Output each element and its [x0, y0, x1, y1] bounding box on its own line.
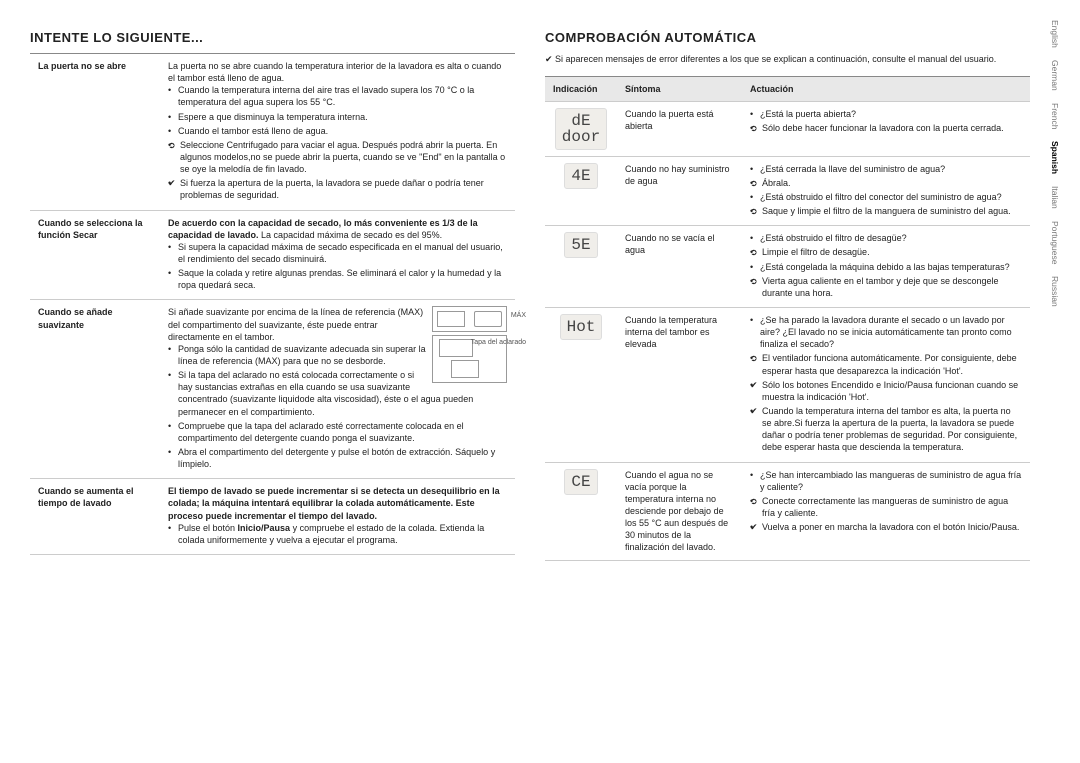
text-line: ¿Está obstruido el filtro del conector d… [750, 191, 1022, 203]
text-line: ¿Está la puerta abierta? [750, 108, 1022, 120]
col-symptom: Síntoma [617, 76, 742, 101]
text-line: ➲Limpie el filtro de desagüe. [750, 246, 1022, 258]
col-indication: Indicación [545, 76, 617, 101]
text-line: Si supera la capacidad máxima de secado … [168, 241, 507, 265]
error-action: ¿Se han intercambiado las mangueras de s… [742, 462, 1030, 560]
error-symptom: Cuando el agua no se vacía porque la tem… [617, 462, 742, 560]
error-indicator: Hot [545, 308, 617, 463]
lang-tab-spanish[interactable]: Spanish [1050, 141, 1060, 174]
col-action: Actuación [742, 76, 1030, 101]
lang-tab-portuguese[interactable]: Portuguese [1050, 221, 1060, 264]
text-line: Cuando el tambor está lleno de agua. [168, 125, 507, 137]
lang-tab-french[interactable]: French [1050, 103, 1060, 129]
text-line: •Saque la colada y retire algunas prenda… [168, 267, 507, 291]
error-symptom: Cuando la puerta está abierta [617, 101, 742, 156]
language-tabs: English German French Spanish Italian Portugu… [1050, 20, 1060, 319]
text-line: ¿Está cerrada la llave del suministro de… [750, 163, 1022, 175]
right-intro: Si aparecen mensajes de error diferentes… [545, 53, 1030, 66]
text-line: ¿Se han intercambiado las mangueras de s… [750, 469, 1022, 493]
text-line: ➲Saque y limpie el filtro de la manguera… [750, 205, 1022, 217]
lang-tab-italian[interactable]: Italian [1050, 186, 1060, 209]
text-line: Abra el compartimento del detergente y p… [168, 446, 507, 470]
right-column: COMPROBACIÓN AUTOMÁTICA Si aparecen mens… [545, 30, 1030, 561]
text-line: ➲Conecte correctamente las mangueras de … [750, 495, 1022, 519]
text-line: ➲Vierta agua caliente en el tambor y dej… [750, 275, 1022, 299]
error-symptom: Cuando la temperatura interna del tambor… [617, 308, 742, 463]
text-line: ➲Sólo debe hacer funcionar la lavadora c… [750, 122, 1022, 134]
left-column: INTENTE LO SIGUIENTE... La puerta no se … [30, 30, 515, 561]
error-indicator: 4E [545, 156, 617, 226]
error-action: ¿Está cerrada la llave del suministro de… [742, 156, 1030, 226]
error-indicator: 5E [545, 226, 617, 308]
text-line: ✔Cuando la temperatura interna del tambo… [750, 405, 1022, 454]
text-line: Ponga sólo la cantidad de suavizante ade… [168, 343, 507, 367]
error-action: ¿Se ha parado la lavadora durante el sec… [742, 308, 1030, 463]
troubleshoot-table: La puerta no se abreLa puerta no se abre… [30, 53, 515, 555]
text-line: ¿Se ha parado la lavadora durante el sec… [750, 314, 1022, 350]
right-heading: COMPROBACIÓN AUTOMÁTICA [545, 30, 1030, 45]
issue-label: Cuando se selecciona la función Secar [30, 210, 160, 300]
error-indicator: dE door [545, 101, 617, 156]
issue-body: La puerta no se abre cuando la temperatu… [160, 54, 515, 211]
text-line: ✔Vuelva a poner en marcha la lavadora co… [750, 521, 1022, 533]
text-line: ➲Ábrala. [750, 177, 1022, 189]
lang-tab-german[interactable]: German [1050, 60, 1060, 91]
error-symptom: Cuando no se vacía el agua [617, 226, 742, 308]
error-indicator: CE [545, 462, 617, 560]
text-line: •Espere a que disminuya la temperatura i… [168, 111, 507, 123]
text-line: •Si la tapa del aclarado no está colocad… [168, 369, 507, 418]
error-symptom: Cuando no hay suministro de agua [617, 156, 742, 226]
lang-tab-russian[interactable]: Russian [1050, 276, 1060, 307]
issue-body: De acuerdo con la capacidad de secado, l… [160, 210, 515, 300]
text-line: ➲Seleccione Centrifugado para vaciar el … [168, 139, 507, 175]
text-line: Pulse el botón Inicio/Pausa y compruebe … [168, 522, 507, 546]
text-line: ¿Está congelada la máquina debido a las … [750, 261, 1022, 273]
issue-label: Cuando se añade suavizante [30, 300, 160, 479]
lang-tab-english[interactable]: English [1050, 20, 1060, 48]
error-action: ¿Está la puerta abierta? ➲Sólo debe hacer… [742, 101, 1030, 156]
error-table: Indicación Síntoma Actuación dE doorCuan… [545, 76, 1030, 561]
error-action: ¿Está obstruido el filtro de desagüe? ➲Li… [742, 226, 1030, 308]
text-line: ✔Sólo los botones Encendido e Inicio/Pau… [750, 379, 1022, 403]
text-line: ¿Está obstruido el filtro de desagüe? [750, 232, 1022, 244]
issue-label: La puerta no se abre [30, 54, 160, 211]
text-line: Compruebe que la tapa del aclarado esté … [168, 420, 507, 444]
issue-body: El tiempo de lavado se puede incrementar… [160, 479, 515, 555]
issue-body: MÁXTapa del aclaradoSi añade suavizante … [160, 300, 515, 479]
text-line: ✔Si fuerza la apertura de la puerta, la … [168, 177, 507, 201]
issue-label: Cuando se aumenta el tiempo de lavado [30, 479, 160, 555]
text-line: ➲El ventilador funciona automáticamente.… [750, 352, 1022, 376]
left-heading: INTENTE LO SIGUIENTE... [30, 30, 515, 45]
text-line: Cuando la temperatura interna del aire t… [168, 84, 507, 108]
